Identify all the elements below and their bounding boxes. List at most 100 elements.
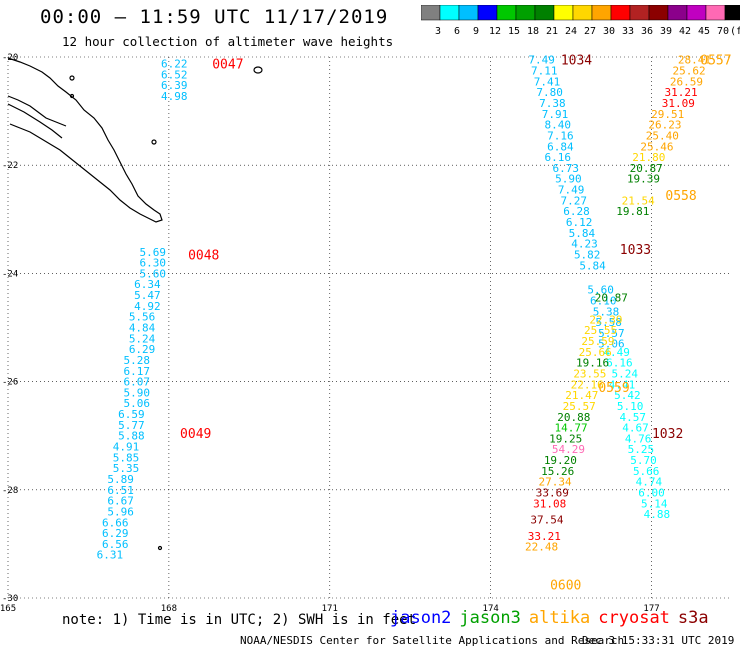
wave-height-label: 6.16 bbox=[606, 357, 633, 370]
colorbar-swatch bbox=[724, 5, 740, 21]
wave-height-label: 5.28 bbox=[123, 354, 150, 367]
wave-height-label: 5.06 bbox=[123, 397, 150, 410]
wave-height-label: 27.34 bbox=[538, 476, 571, 489]
wave-height-label: 6.29 bbox=[102, 527, 129, 540]
wave-height-label: 25.46 bbox=[640, 140, 673, 153]
footnote: note: 1) Time is in UTC; 2) SWH is in fe… bbox=[62, 612, 417, 628]
wave-height-label: 25.55 bbox=[584, 324, 617, 337]
y-tick-label: -30 bbox=[2, 594, 18, 604]
wave-height-label: 6.66 bbox=[102, 516, 129, 529]
wave-height-label: 5.60 bbox=[587, 284, 614, 297]
wave-height-label: 6.22 bbox=[161, 57, 188, 70]
pass-time-label: 0557 bbox=[700, 54, 731, 69]
wave-height-label: 5.85 bbox=[113, 451, 140, 464]
wave-height-label: 6.29 bbox=[129, 343, 156, 356]
wave-height-label: 6.30 bbox=[140, 257, 167, 270]
wave-height-label: 22.16 bbox=[571, 378, 604, 391]
wave-height-label: 5.88 bbox=[118, 430, 145, 443]
colorbar-label: 33 bbox=[622, 26, 634, 37]
wave-height-label: 6.39 bbox=[161, 79, 188, 92]
wave-height-label: 6.17 bbox=[123, 365, 150, 378]
wave-height-label: 5.35 bbox=[113, 462, 140, 475]
pass-time-label: 0047 bbox=[212, 57, 243, 72]
wave-height-label: 4.49 bbox=[603, 346, 630, 359]
wave-height-label: 25.62 bbox=[673, 65, 706, 78]
colorbar-label: 18 bbox=[527, 26, 539, 37]
wave-height-label: 37.54 bbox=[530, 514, 563, 527]
wave-height-label: 25.66 bbox=[579, 346, 612, 359]
wave-height-label: 6.07 bbox=[123, 376, 150, 389]
y-tick-label: -24 bbox=[2, 269, 18, 279]
colorbar-label: 15 bbox=[508, 26, 520, 37]
wave-height-label: 22.48 bbox=[525, 541, 558, 554]
colorbar-label: (ft) bbox=[730, 26, 740, 37]
colorbar-label: 12 bbox=[489, 26, 501, 37]
satellite-legend: jason2 jason3 altika cryosat s3a bbox=[390, 608, 717, 628]
wave-height-label: 6.67 bbox=[107, 495, 134, 508]
wave-height-label: 23.55 bbox=[573, 367, 606, 380]
wave-height-label: 31.21 bbox=[664, 86, 697, 99]
wave-height-label: 4.92 bbox=[134, 300, 161, 313]
wave-height-label: 4.23 bbox=[571, 238, 598, 251]
wave-height-label: 7.11 bbox=[531, 65, 558, 78]
wave-height-label: 6.73 bbox=[552, 162, 579, 175]
wave-height-label: 6.34 bbox=[134, 278, 161, 291]
wave-height-label: 6.52 bbox=[161, 68, 188, 81]
wave-height-label: 7.49 bbox=[558, 184, 585, 197]
data-labels: 6.226.526.394.985.696.305.606.345.474.92… bbox=[97, 54, 732, 594]
wave-height-label: 7.49 bbox=[528, 54, 555, 67]
credit-line: NOAA/NESDIS Center for Satellite Applica… bbox=[240, 634, 625, 647]
legend-cryosat: cryosat bbox=[598, 608, 670, 628]
legend-jason3: jason3 bbox=[459, 608, 521, 628]
wave-height-label: 6.16 bbox=[544, 151, 571, 164]
wave-height-label: 4.88 bbox=[644, 508, 671, 521]
wave-height-label: 4.98 bbox=[161, 90, 188, 103]
wave-height-label: 33.69 bbox=[536, 487, 569, 500]
colorbar-label: 30 bbox=[603, 26, 615, 37]
y-tick-label: -20 bbox=[2, 53, 18, 63]
x-tick-label: 168 bbox=[161, 604, 177, 614]
x-tick-label: 171 bbox=[322, 604, 338, 614]
wave-height-label: 14.77 bbox=[555, 422, 588, 435]
wave-height-label: 5.38 bbox=[593, 305, 620, 318]
wave-height-label: 21.47 bbox=[565, 389, 598, 402]
wave-height-label: 25.57 bbox=[563, 400, 596, 413]
wave-height-label: 5.24 bbox=[611, 367, 638, 380]
wave-height-label: 6.51 bbox=[107, 484, 134, 497]
wave-height-label: 20.87 bbox=[630, 162, 663, 175]
wave-height-label: 31.08 bbox=[533, 497, 566, 510]
y-tick-label: -28 bbox=[2, 486, 18, 496]
wave-height-label: 4.41 bbox=[609, 378, 636, 391]
wave-height-label: 5.10 bbox=[617, 400, 644, 413]
colorbar-label: 36 bbox=[641, 26, 653, 37]
wave-height-label: 5.24 bbox=[129, 332, 156, 345]
wave-height-label: 6.10 bbox=[590, 294, 617, 307]
pass-time-label: 1033 bbox=[620, 243, 651, 258]
wave-height-label: 5.77 bbox=[118, 419, 145, 432]
wave-height-label: 5.58 bbox=[595, 316, 622, 329]
colorbar-label: 70 bbox=[717, 26, 729, 37]
legend-s3a: s3a bbox=[677, 608, 709, 628]
wave-height-label: 5.60 bbox=[140, 267, 167, 280]
chart-title: 00:00 – 11:59 UTC 11/17/2019 bbox=[40, 6, 389, 28]
wave-height-label: 6.59 bbox=[118, 408, 145, 421]
coastline bbox=[7, 57, 263, 551]
wave-height-label: 4.74 bbox=[636, 476, 663, 489]
colorbar-label: 9 bbox=[473, 26, 479, 37]
pass-time-label: 0600 bbox=[550, 578, 581, 593]
wave-height-label: 33.21 bbox=[528, 530, 561, 543]
wave-height-label: 6.12 bbox=[566, 216, 593, 229]
wave-height-label: 5.96 bbox=[107, 505, 134, 518]
axis-ticks: 165 168 171 174 177 -20 -22 -24 -26 -28 -30 bbox=[0, 53, 660, 614]
wave-height-label: 5.42 bbox=[614, 389, 641, 402]
wave-height-label: 5.56 bbox=[129, 311, 156, 324]
wave-height-label: 7.27 bbox=[561, 194, 588, 207]
wave-height-label: 25.59 bbox=[581, 335, 614, 348]
wave-height-label: 21.54 bbox=[622, 194, 655, 207]
wave-height-label: 29.51 bbox=[651, 108, 684, 121]
wave-height-label: 5.82 bbox=[574, 248, 601, 261]
x-tick-label: 165 bbox=[0, 604, 16, 614]
wave-height-label: 5.47 bbox=[134, 289, 161, 302]
wave-height-label: 26.59 bbox=[670, 75, 703, 88]
